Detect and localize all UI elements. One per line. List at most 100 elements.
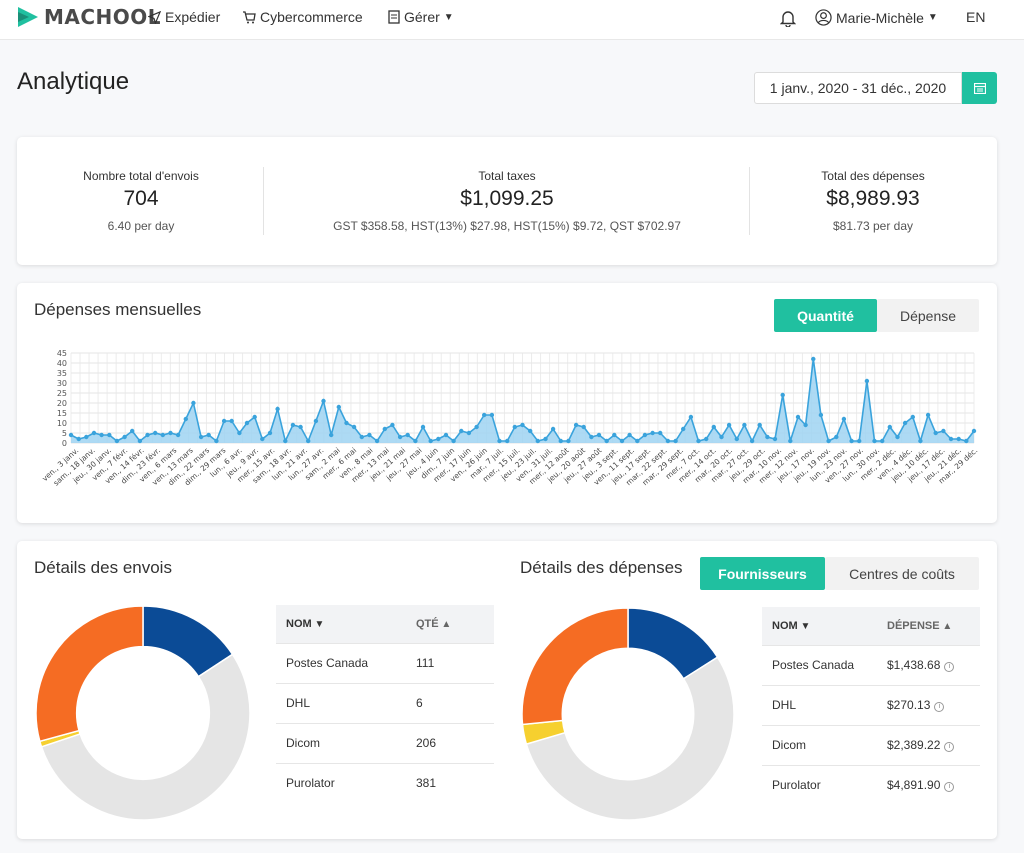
table-row[interactable]: Dicom 206	[276, 722, 494, 763]
data-point	[145, 432, 150, 438]
col-header-qty[interactable]: QTÉ ▲	[406, 605, 494, 643]
data-point	[841, 416, 847, 422]
table-row[interactable]: Postes Canada $1,438.68 i	[762, 644, 980, 685]
info-icon[interactable]: i	[944, 662, 955, 672]
data-point	[619, 438, 625, 444]
paper-plane-icon	[148, 10, 161, 24]
user-name: Marie-Michèle	[836, 9, 924, 26]
nav-expedier-label: Expédier	[165, 9, 221, 25]
depenses-table: NOM ▼ DÉPENSE ▲ Postes Canada $1,438.68 i …	[762, 607, 980, 805]
monthly-chart-title: Dépenses mensuelles	[34, 300, 202, 319]
data-point	[681, 426, 686, 432]
data-point	[604, 438, 609, 444]
data-point	[397, 434, 403, 440]
data-point	[711, 424, 716, 430]
nav-cybercommerce[interactable]: Cybercommerce	[242, 9, 363, 25]
toggle-depense[interactable]: Dépense	[877, 299, 979, 332]
toggle-quantite[interactable]: Quantité	[774, 299, 877, 332]
data-point	[497, 438, 502, 444]
stat-label: Nombre total d'envois	[83, 169, 199, 183]
data-point	[84, 434, 89, 440]
data-point	[772, 436, 778, 442]
user-menu[interactable]: Marie-Michèle ▼	[815, 9, 938, 26]
stat-value: $1,099.25	[460, 187, 554, 210]
logo[interactable]: MACHOOL	[16, 5, 161, 29]
data-point	[818, 412, 824, 418]
data-point	[665, 438, 671, 444]
y-tick-label: 30	[57, 379, 67, 388]
toggle-centres-de-couts[interactable]: Centres de coûts	[825, 557, 979, 590]
col-header-name[interactable]: NOM ▼	[762, 607, 877, 645]
info-icon[interactable]: i	[944, 782, 955, 793]
y-tick-label: 45	[57, 349, 67, 358]
donut-slice-purolator	[525, 656, 735, 821]
nav-expedier[interactable]: Expédier	[148, 9, 220, 25]
col-header-spend[interactable]: DÉPENSE ▲	[877, 607, 980, 645]
data-point	[283, 438, 288, 444]
data-point	[849, 438, 854, 444]
data-point	[596, 432, 602, 438]
date-range-input[interactable]: 1 janv., 2020 - 31 déc., 2020	[754, 72, 962, 104]
data-point	[367, 432, 372, 438]
brand-name: MACHOOL	[44, 5, 162, 29]
table-row[interactable]: Purolator 381	[276, 762, 494, 803]
y-tick-label: 0	[62, 439, 67, 448]
stat-value: 704	[123, 187, 159, 210]
data-point	[329, 432, 334, 438]
table-row[interactable]: Purolator $4,891.90 i	[762, 764, 980, 805]
calendar-button[interactable]	[962, 72, 997, 104]
details-card: Détails des envois NOM ▼ QTÉ ▲ Postes Ca…	[17, 541, 997, 839]
data-point	[336, 404, 341, 410]
language-toggle[interactable]: EN	[966, 9, 985, 25]
data-point	[749, 438, 755, 444]
divider	[263, 167, 264, 235]
carrier-spend: $4,891.90	[887, 778, 941, 793]
depenses-donut-chart	[521, 607, 735, 821]
data-point	[382, 426, 387, 432]
data-point	[964, 438, 969, 444]
col-header-name[interactable]: NOM ▼	[276, 605, 406, 643]
data-point	[313, 418, 319, 424]
stat-label: Total des dépenses	[821, 169, 925, 183]
carrier-name: Purolator	[762, 764, 877, 805]
data-point	[956, 436, 961, 442]
data-point	[788, 438, 793, 444]
data-point	[160, 432, 165, 438]
info-icon[interactable]: i	[944, 742, 955, 752]
language-label: EN	[966, 9, 986, 25]
data-point	[451, 438, 456, 444]
data-point	[971, 428, 977, 434]
toggle-fournisseurs[interactable]: Fournisseurs	[700, 557, 825, 590]
stat-value: $8,989.93	[826, 187, 920, 210]
table-row[interactable]: DHL $270.13 i	[762, 684, 980, 725]
stat-subtext: 6.40 per day	[107, 219, 175, 233]
data-point	[696, 438, 701, 444]
y-tick-label: 35	[57, 369, 67, 378]
data-point	[405, 432, 410, 438]
data-point	[811, 356, 816, 362]
donut-slice-purolator	[40, 653, 251, 821]
nav-gerer-label: Gérer	[404, 9, 440, 25]
data-point	[528, 428, 533, 434]
nav-cybercommerce-label: Cybercommerce	[260, 9, 363, 25]
carrier-name: Postes Canada	[762, 644, 877, 685]
carrier-spend: $1,438.68	[887, 658, 941, 672]
data-point	[719, 434, 724, 440]
carrier-name: Purolator	[276, 762, 406, 803]
data-point	[726, 422, 732, 428]
nav-gerer[interactable]: Gérer ▼	[388, 9, 454, 25]
data-point	[428, 438, 433, 444]
data-point	[244, 420, 250, 426]
bell-icon[interactable]	[780, 9, 796, 27]
info-icon[interactable]: i	[934, 702, 945, 712]
table-row[interactable]: Dicom $2,389.22 i	[762, 724, 980, 765]
table-row[interactable]: DHL 6	[276, 682, 494, 723]
data-point	[359, 434, 364, 440]
table-header-row: NOM ▼ DÉPENSE ▲	[762, 607, 980, 645]
document-icon	[388, 10, 400, 24]
table-row[interactable]: Postes Canada 111	[276, 642, 494, 683]
data-point	[558, 438, 563, 444]
data-point	[910, 414, 915, 420]
data-point	[589, 434, 594, 440]
